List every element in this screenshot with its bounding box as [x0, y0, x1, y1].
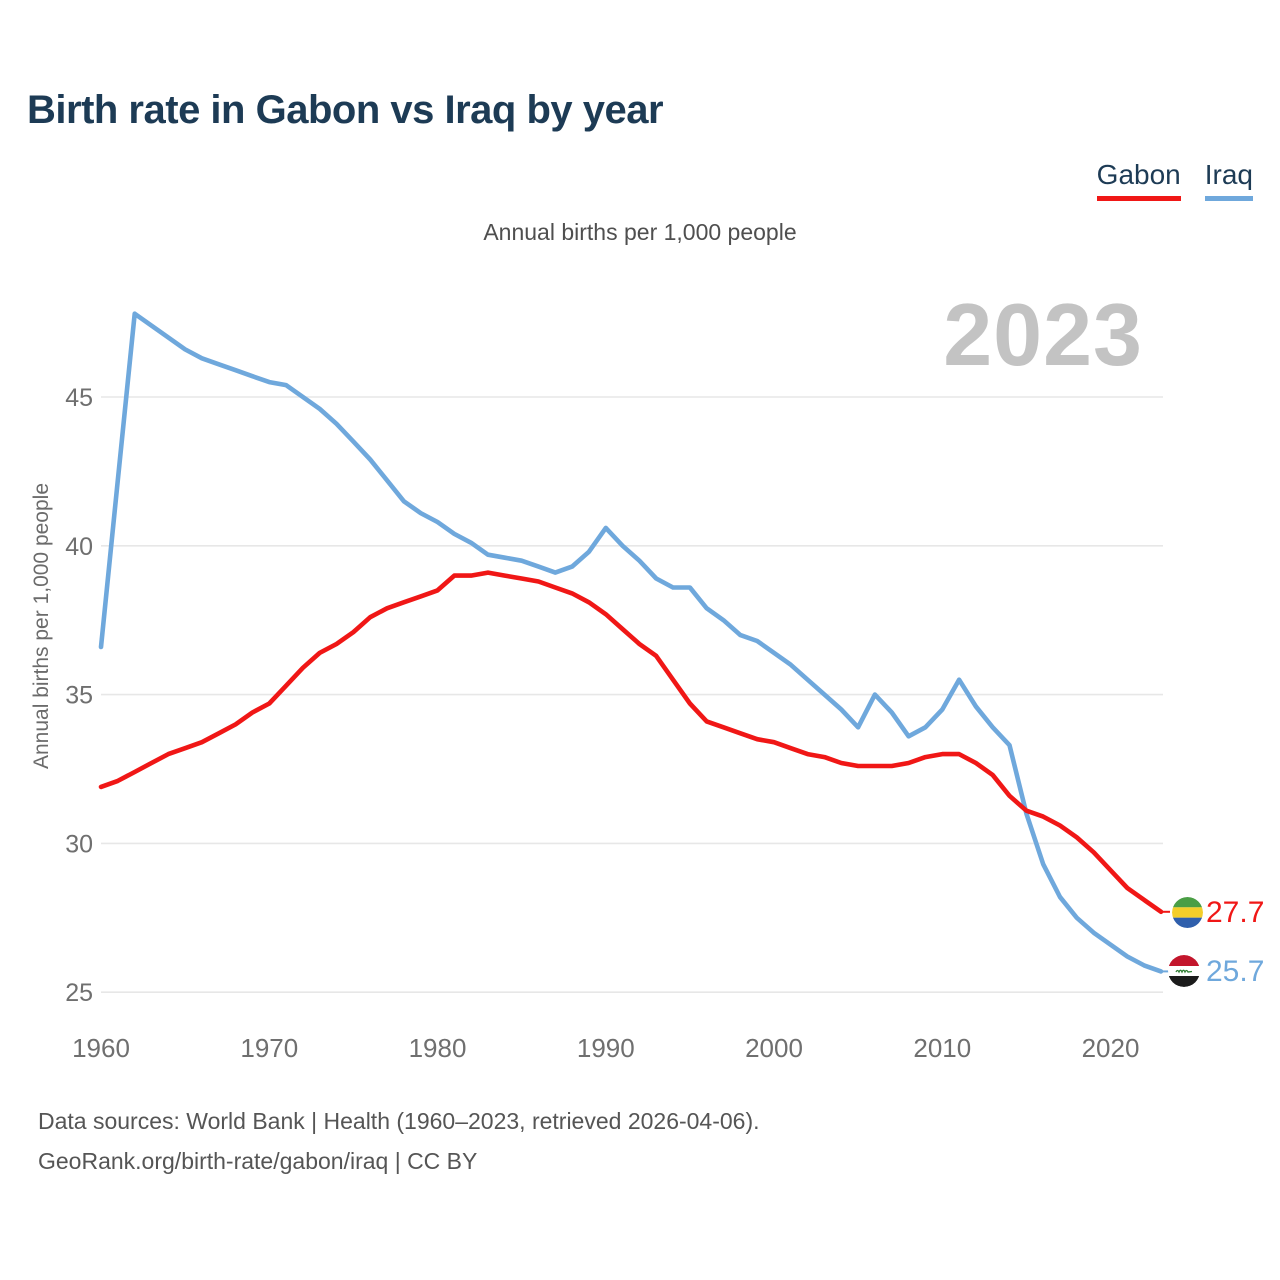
x-tick-label: 1960	[72, 1033, 130, 1063]
x-tick-label: 1990	[577, 1033, 635, 1063]
watermark-year: 2023	[943, 285, 1143, 384]
series-line-gabon[interactable]	[98, 570, 1164, 915]
iraq-flag-icon	[1168, 955, 1200, 987]
chart-subtitle: Annual births per 1,000 people	[483, 219, 797, 245]
x-tick-label: 1980	[409, 1033, 467, 1063]
y-tick-label: 40	[65, 533, 93, 561]
y-tick-label: 25	[65, 979, 93, 1007]
x-tick-label: 2000	[745, 1033, 803, 1063]
legend-item-iraq[interactable]: Iraq	[1204, 159, 1253, 201]
footer-attribution-line: GeoRank.org/birth-rate/gabon/iraq | CC B…	[38, 1148, 478, 1174]
legend-item-gabon[interactable]: Gabon	[1096, 159, 1181, 201]
gabon-flag-icon	[1172, 897, 1203, 928]
footer-sources-line: Data sources: World Bank | Health (1960–…	[38, 1108, 760, 1134]
iraq-end-value: 25.7	[1206, 955, 1265, 988]
series-line-iraq[interactable]	[98, 311, 1164, 974]
y-tick-label: 30	[65, 830, 93, 858]
x-tick-label: 2010	[913, 1033, 971, 1063]
x-tick-label: 2020	[1082, 1033, 1140, 1063]
x-tick-label: 1970	[240, 1033, 298, 1063]
legend: Gabon Iraq	[1096, 159, 1253, 201]
y-tick-label: 45	[65, 384, 93, 412]
footer: Data sources: World Bank | Health (1960–…	[38, 1101, 760, 1181]
y-tick-label: 35	[65, 682, 93, 710]
gabon-end-value: 27.7	[1206, 896, 1265, 929]
page-title: Birth rate in Gabon vs Iraq by year	[27, 88, 664, 132]
